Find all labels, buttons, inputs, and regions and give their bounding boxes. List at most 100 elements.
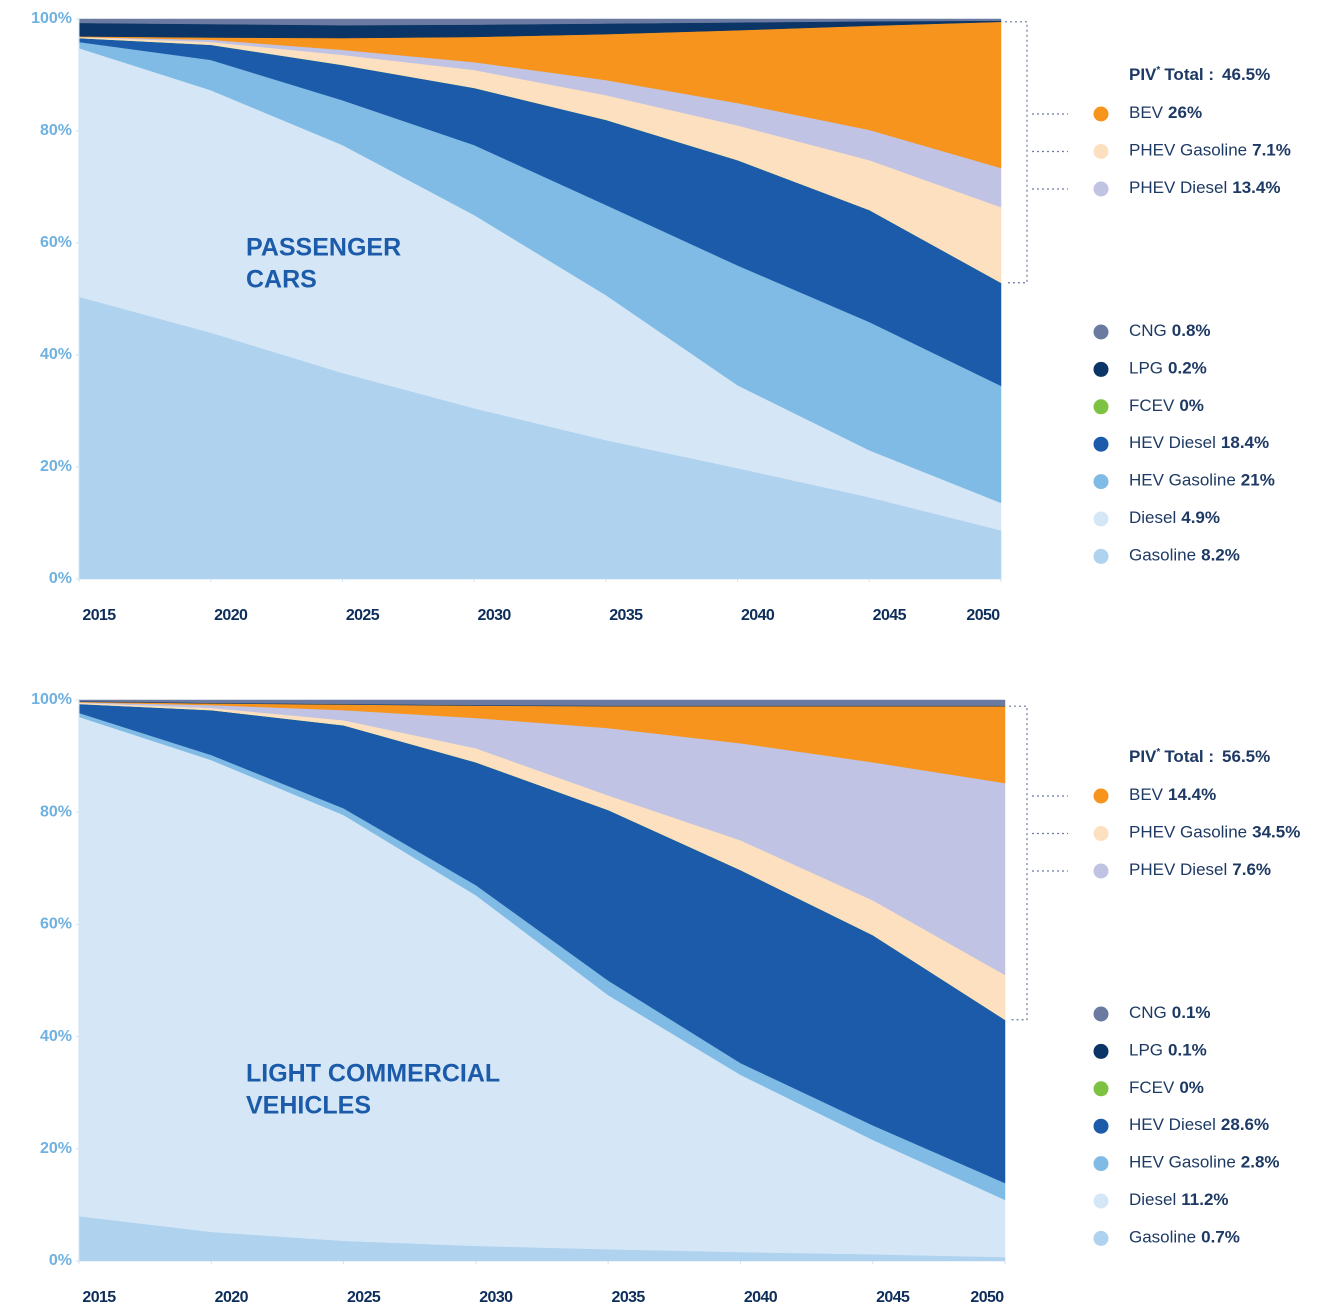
x-tick-label: 2030 [479, 1289, 513, 1306]
legend-label: PHEV Diesel 7.6% [1129, 860, 1271, 879]
legend-swatch [1093, 181, 1109, 197]
piv-name: PIV [1129, 65, 1157, 84]
legend-label: PHEV Gasoline 7.1% [1129, 141, 1291, 160]
legend-swatch [1093, 324, 1109, 340]
legend-swatch [1093, 1081, 1109, 1097]
legend-label: BEV 26% [1129, 103, 1202, 122]
x-tick-label: 2030 [478, 607, 512, 624]
legend-label: CNG 0.8% [1129, 321, 1211, 340]
legend-swatch [1093, 436, 1109, 452]
legend-label: PHEV Diesel 13.4% [1129, 178, 1280, 197]
legend-name: HEV Diesel [1129, 434, 1216, 453]
legend-name: BEV [1129, 103, 1164, 122]
legend-name: LPG [1129, 1041, 1163, 1060]
piv-name: PIV [1129, 747, 1157, 766]
legend-name: Diesel [1129, 508, 1176, 527]
y-tick-label: 40% [40, 1028, 72, 1045]
x-tick-label: 2050 [966, 607, 1000, 624]
legend-name: CNG [1129, 1003, 1167, 1022]
legend-value: 34.5% [1252, 823, 1300, 842]
legend-label: CNG 0.1% [1129, 1003, 1211, 1022]
legend-name: CNG [1129, 321, 1167, 340]
x-tick-label: 2020 [215, 1289, 249, 1306]
legend-value: 21% [1241, 471, 1275, 490]
y-tick-label: 40% [40, 346, 72, 363]
legend-label: FCEV 0% [1129, 1078, 1204, 1097]
piv-mark: * [1156, 747, 1160, 758]
legend-label: HEV Gasoline 2.8% [1129, 1153, 1280, 1172]
y-tick-label: 0% [49, 1252, 72, 1269]
legend-label: FCEV 0% [1129, 396, 1204, 415]
piv-total: PIV* Total : 46.5% [1129, 65, 1270, 85]
legend-value: 0.7% [1201, 1228, 1240, 1247]
legend-swatch [1093, 474, 1109, 490]
y-tick-label: 0% [49, 570, 72, 587]
legend-swatch [1093, 1118, 1109, 1134]
legend-value: 14.4% [1168, 785, 1216, 804]
legend-swatch [1093, 826, 1109, 841]
x-tick-label: 2020 [214, 607, 248, 624]
chart-label: VEHICLES [246, 1092, 371, 1120]
legend-swatch [1093, 1230, 1109, 1246]
x-tick-label: 2035 [612, 1289, 646, 1306]
legend-swatch [1093, 863, 1109, 879]
y-tick-label: 80% [40, 803, 72, 820]
legend-name: FCEV [1129, 396, 1175, 415]
legend-value: 26% [1168, 103, 1202, 122]
legend-name: HEV Diesel [1129, 1116, 1216, 1135]
legend-swatch [1093, 1043, 1109, 1059]
legend-label: HEV Diesel 18.4% [1129, 434, 1269, 453]
legend-value: 0.1% [1168, 1041, 1207, 1060]
piv-value: 46.5% [1222, 65, 1270, 84]
legend-label: HEV Diesel 28.6% [1129, 1116, 1269, 1135]
legend-value: 8.2% [1201, 546, 1240, 565]
legend-swatch [1093, 399, 1109, 415]
legend-swatch [1093, 106, 1109, 122]
legend-value: 0.1% [1172, 1003, 1211, 1022]
legend-swatch [1093, 1006, 1109, 1022]
chart-label: PASSENGER [246, 234, 401, 262]
chart-label: LIGHT COMMERCIAL [246, 1060, 500, 1088]
x-tick-label: 2040 [744, 1289, 778, 1306]
x-tick-label: 2025 [347, 1289, 381, 1306]
x-tick-label: 2045 [873, 607, 907, 624]
y-tick-label: 100% [31, 10, 72, 27]
y-tick-label: 80% [40, 122, 72, 139]
legend-name: PHEV Diesel [1129, 860, 1227, 879]
legend-label: BEV 14.4% [1129, 785, 1216, 804]
piv-value: 56.5% [1222, 747, 1270, 766]
legend-label: Diesel 11.2% [1129, 1190, 1229, 1209]
legend-name: PHEV Gasoline [1129, 823, 1247, 842]
y-tick-label: 20% [40, 458, 72, 475]
piv-text: Total : [1164, 747, 1214, 766]
legend-name: LPG [1129, 359, 1163, 378]
legend-name: PHEV Diesel [1129, 178, 1227, 197]
legend-swatch [1093, 144, 1109, 159]
legend-value: 11.2% [1181, 1190, 1228, 1209]
legend-value: 7.6% [1232, 860, 1271, 879]
legend-name: PHEV Gasoline [1129, 141, 1247, 160]
legend-value: 7.1% [1252, 141, 1291, 160]
legend-name: Gasoline [1129, 546, 1196, 565]
x-tick-label: 2050 [970, 1289, 1004, 1306]
x-tick-label: 2015 [82, 607, 116, 624]
y-tick-label: 100% [31, 691, 72, 708]
legend-swatch [1093, 1156, 1109, 1172]
legend-swatch [1093, 511, 1109, 527]
bracket [1005, 21, 1028, 284]
legend-swatch [1093, 361, 1109, 377]
x-tick-label: 2015 [82, 1289, 116, 1306]
area [78, 18, 1002, 26]
legend-name: Diesel [1129, 1190, 1176, 1209]
area [78, 699, 1006, 706]
x-tick-label: 2045 [876, 1289, 910, 1306]
legend-name: HEV Gasoline [1129, 1153, 1236, 1172]
legend-name: HEV Gasoline [1129, 471, 1236, 490]
piv-mark: * [1156, 65, 1160, 76]
legend-value: 0% [1179, 1078, 1204, 1097]
legend-label: HEV Gasoline 21% [1129, 471, 1275, 490]
legend-label: LPG 0.1% [1129, 1041, 1207, 1060]
legend-label: Diesel 4.9% [1129, 508, 1220, 527]
legend-label: Gasoline 8.2% [1129, 546, 1240, 565]
